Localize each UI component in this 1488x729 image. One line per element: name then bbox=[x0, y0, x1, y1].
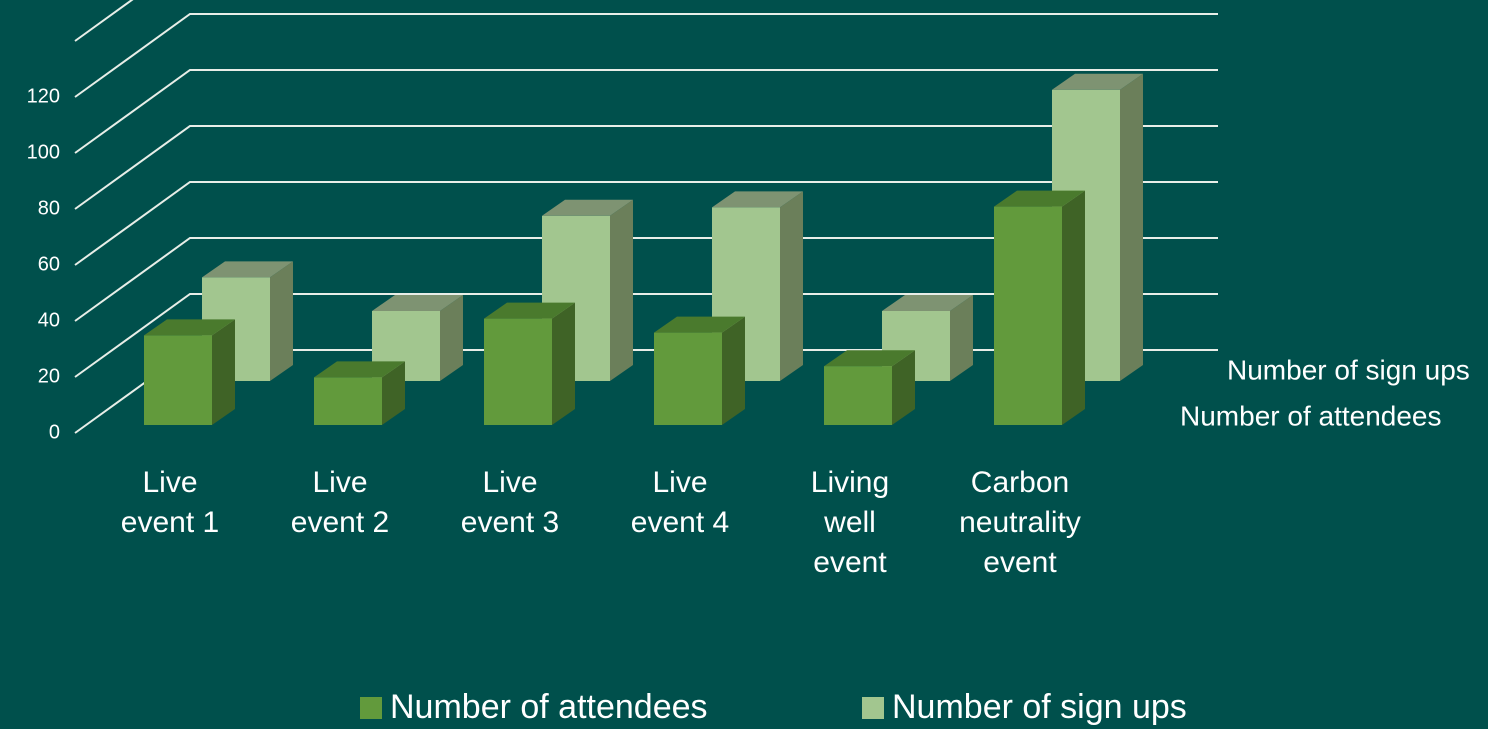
y-tick-label: 120 bbox=[27, 85, 60, 107]
bar-side bbox=[382, 361, 405, 425]
bar-side bbox=[552, 302, 575, 425]
bar-side bbox=[950, 295, 973, 381]
grid-line bbox=[74, 293, 1218, 378]
x-tick-label: Live event 2 bbox=[290, 466, 390, 539]
legend-swatch bbox=[360, 697, 382, 719]
bar-side bbox=[1120, 73, 1143, 382]
x-tick-label: Living well event bbox=[810, 466, 890, 579]
legend-label: Number of sign ups bbox=[892, 688, 1187, 726]
bar-side bbox=[1062, 190, 1085, 425]
y-tick-label: 80 bbox=[38, 197, 60, 219]
bar-top bbox=[202, 261, 293, 278]
depth-label: Number of sign ups bbox=[1227, 354, 1470, 385]
grid-line bbox=[74, 125, 1218, 210]
bar bbox=[824, 366, 892, 425]
legend-label: Number of attendees bbox=[390, 688, 708, 726]
bar-top bbox=[994, 190, 1085, 207]
y-tick-label: 60 bbox=[38, 253, 60, 275]
bar-side bbox=[892, 350, 915, 425]
grid-line bbox=[74, 13, 1218, 98]
depth-label: Number of attendees bbox=[1180, 400, 1442, 431]
y-tick-label: 20 bbox=[38, 365, 60, 387]
bar-side bbox=[440, 295, 463, 381]
bar bbox=[314, 377, 382, 425]
bar-side bbox=[780, 191, 803, 381]
bar bbox=[484, 318, 552, 425]
grid-line bbox=[74, 237, 1218, 322]
bar-top bbox=[542, 199, 633, 216]
bar-top bbox=[484, 302, 575, 319]
bar-top bbox=[314, 361, 405, 378]
bar bbox=[144, 335, 212, 425]
y-tick-label: 0 bbox=[49, 421, 60, 443]
legend-swatch bbox=[862, 697, 884, 719]
y-tick-label: 100 bbox=[27, 141, 60, 163]
x-tick-label: Carbon neutrality event bbox=[959, 466, 1081, 579]
bar-top bbox=[712, 191, 803, 208]
x-tick-label: Live event 4 bbox=[630, 466, 730, 539]
bar-side bbox=[212, 319, 235, 425]
bar-top bbox=[654, 316, 745, 333]
y-tick-label: 40 bbox=[38, 309, 60, 331]
bar-side bbox=[270, 261, 293, 381]
bar-top bbox=[1052, 73, 1143, 90]
grid-line bbox=[74, 69, 1218, 154]
x-tick-label: Live event 1 bbox=[120, 466, 220, 539]
bar-top bbox=[824, 350, 915, 367]
bar-top bbox=[882, 295, 973, 311]
grid-line bbox=[74, 0, 134, 42]
bar-top bbox=[372, 295, 463, 311]
bar bbox=[654, 332, 722, 425]
bar-side bbox=[610, 199, 633, 381]
bar-top bbox=[144, 319, 235, 336]
bar-side bbox=[722, 316, 745, 425]
x-tick-label: Live event 3 bbox=[460, 466, 560, 539]
grid-line bbox=[74, 181, 1218, 266]
bar bbox=[994, 206, 1062, 425]
